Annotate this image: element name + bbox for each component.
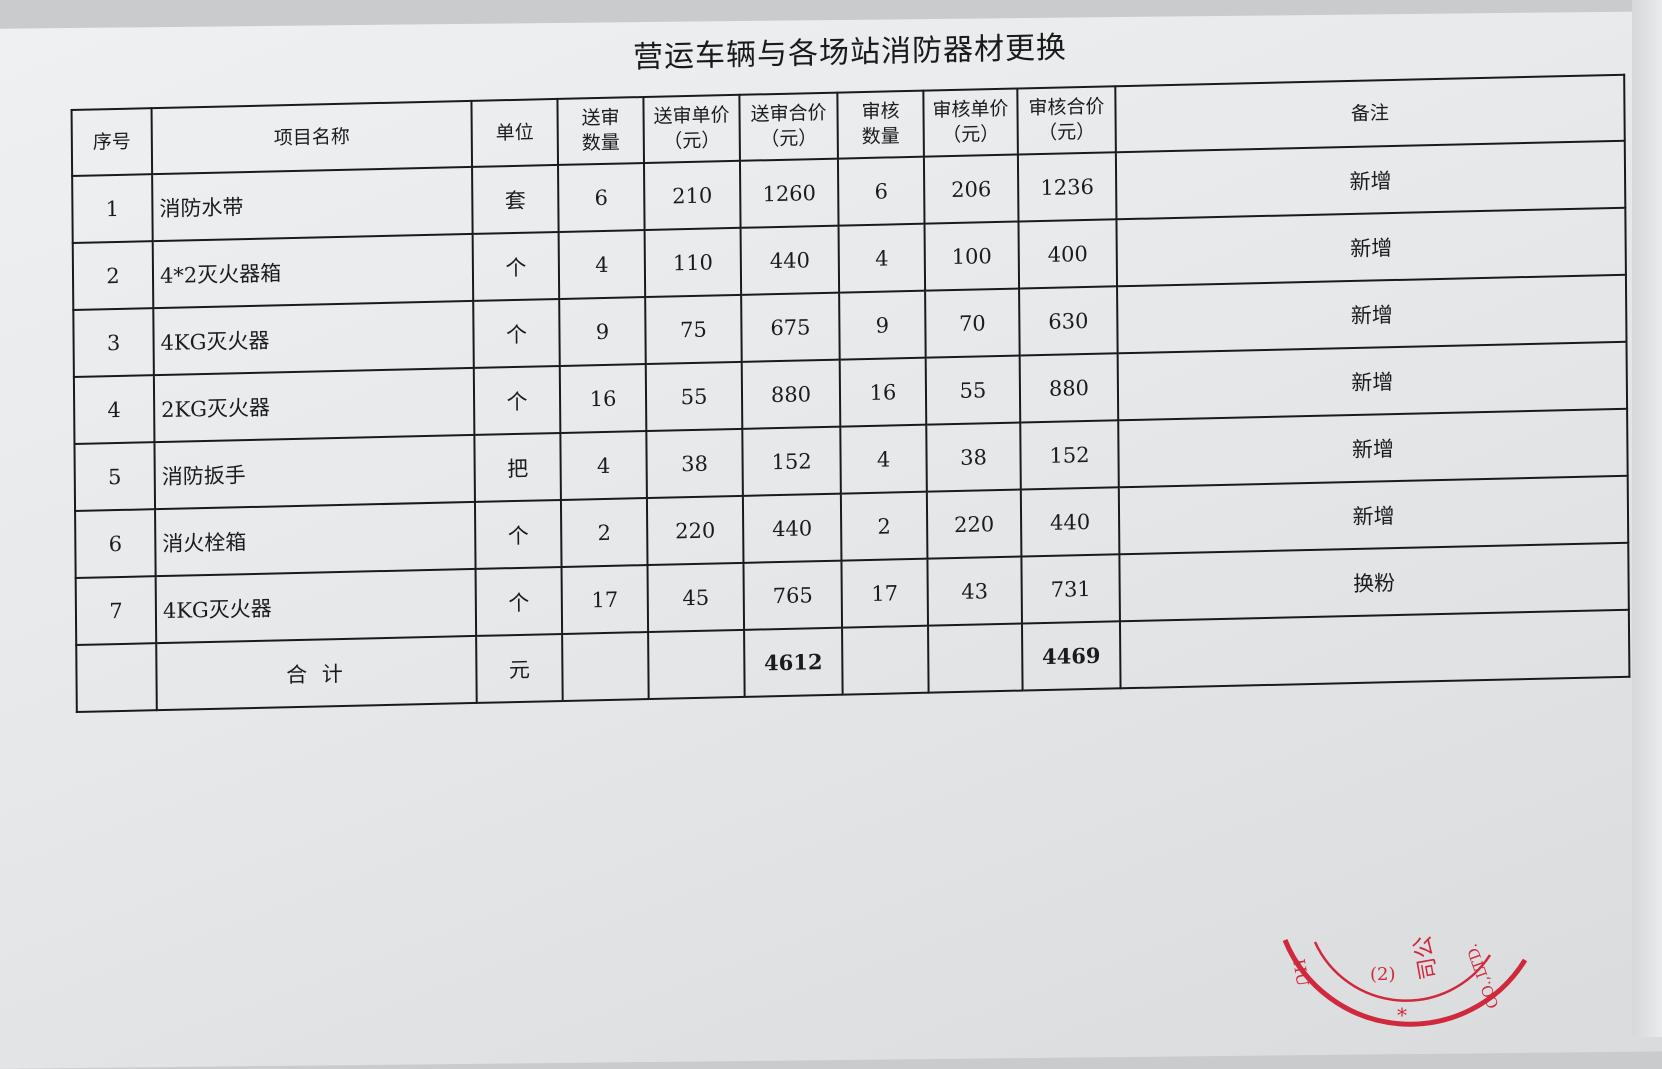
table-cell: 45	[647, 562, 745, 633]
seal-inner-ring	[1313, 941, 1492, 1002]
table-cell: 个	[473, 365, 561, 435]
table-cell: 9	[839, 290, 926, 360]
table-cell: 4KG灭火器	[153, 300, 474, 376]
table-cell: 70	[925, 288, 1020, 358]
column-header: 备注	[1115, 74, 1625, 153]
table-cell: 消防扳手	[154, 434, 475, 510]
table-cell: 152	[742, 426, 841, 496]
table-cell: 17	[841, 558, 929, 628]
table-cell: 1260	[739, 158, 839, 228]
document: 营运车辆与各场站消防器材更换 序号 项目名称 单位 送审 数量 送审单价 （元） 送审合价…	[70, 10, 1635, 713]
table-cell: 38	[926, 422, 1021, 492]
table-cell: 4*2灭火器箱	[152, 233, 474, 309]
table-cell: 个	[474, 499, 562, 569]
table-cell: 套	[472, 164, 559, 234]
table-cell: 55	[645, 361, 743, 432]
table-cell: 4	[558, 230, 646, 299]
column-header: 送审 数量	[557, 97, 644, 165]
sheet-edge	[1632, 0, 1662, 1037]
table-cell: 消防水带	[152, 166, 473, 242]
seal-outer-ring	[1282, 939, 1528, 1027]
table-cell: 220	[646, 495, 744, 566]
table-cell: 新增	[1116, 207, 1626, 287]
column-header: 审核单价 （元）	[923, 88, 1018, 157]
column-header: 审核合价 （元）	[1017, 86, 1116, 155]
table-cell: 新增	[1118, 475, 1629, 555]
table-cell: 新增	[1115, 140, 1626, 220]
total-unit: 元	[476, 633, 563, 703]
table-cell: 731	[1021, 554, 1120, 624]
table-cell: 440	[742, 493, 842, 563]
table-cell: 4KG灭火器	[155, 568, 477, 644]
seal-text-right: CO.,LTD.	[1463, 941, 1503, 1011]
table-cell: 55	[925, 355, 1021, 425]
table-cell: 6	[837, 156, 925, 226]
table-cell: 个	[475, 566, 563, 636]
company-seal-stamp: HU (2) 司公 CO.,LTD. *	[1282, 934, 1528, 1027]
table-cell: 把	[474, 432, 561, 502]
table-cell: 2	[560, 498, 648, 567]
table-cell: 1	[72, 174, 153, 243]
table-cell: 新增	[1117, 341, 1628, 421]
table-cell: 440	[1020, 487, 1120, 557]
table-cell: 100	[924, 221, 1020, 291]
table-cell: 3	[73, 308, 154, 377]
table-cell: 2	[72, 241, 154, 310]
table-cell: 2	[840, 491, 928, 561]
table-cell: 16	[559, 364, 647, 433]
table-cell: 6	[75, 509, 156, 579]
column-header: 项目名称	[151, 100, 473, 175]
table-cell: 4	[838, 223, 926, 293]
table-cell: 110	[644, 227, 742, 298]
seal-text-left: HU	[1289, 957, 1312, 987]
table-cell: 1236	[1017, 152, 1117, 222]
table-cell: 新增	[1118, 408, 1628, 488]
table-cell: 400	[1018, 219, 1118, 289]
table-cell: 152	[1020, 420, 1119, 490]
audited-total: 4469	[1021, 621, 1121, 691]
column-header: 送审单价 （元）	[643, 94, 740, 164]
table-cell: 个	[472, 231, 560, 301]
table-cell: 新增	[1117, 274, 1627, 354]
table-cell: 4	[73, 375, 155, 445]
table-cell: 7	[75, 576, 157, 646]
table-cell: 16	[839, 357, 927, 427]
table-cell: 75	[645, 294, 742, 365]
table-cell: 630	[1019, 286, 1118, 356]
table-cell: 个	[473, 298, 560, 368]
table-cell: 换粉	[1119, 542, 1629, 622]
table-cell: 206	[923, 154, 1019, 224]
table-cell: 38	[646, 428, 743, 499]
table-cell: 2KG灭火器	[153, 367, 475, 443]
table-cell: 消火栓箱	[155, 501, 476, 577]
table-cell: 440	[740, 225, 840, 295]
column-header: 序号	[71, 108, 153, 176]
table-cell: 4	[840, 424, 927, 494]
table-cell: 9	[559, 297, 646, 366]
column-header: 审核 数量	[837, 90, 924, 159]
column-header: 送审合价 （元）	[739, 92, 838, 161]
table-cell: 17	[561, 565, 649, 634]
column-header: 单位	[471, 98, 559, 167]
table-cell: 220	[926, 489, 1022, 559]
total-label: 合 计	[156, 635, 477, 711]
table-cell: 4	[560, 431, 647, 500]
table-cell: 210	[643, 160, 741, 231]
table-cell: 43	[927, 556, 1022, 626]
seal-text-mid: 司公	[1410, 934, 1442, 982]
table-cell: 765	[743, 560, 843, 630]
seal-number: (2)	[1370, 964, 1396, 985]
table-cell: 880	[1019, 353, 1119, 423]
seal-star: *	[1397, 1003, 1407, 1027]
table-cell: 880	[741, 359, 841, 429]
table-cell: 5	[74, 442, 156, 512]
table-cell: 6	[558, 163, 645, 232]
table-cell: 675	[741, 292, 840, 362]
submitted-total: 4612	[744, 627, 843, 697]
equipment-table: 序号 项目名称 单位 送审 数量 送审单价 （元） 送审合价 （元） 审核 数量 审核单价 （…	[71, 74, 1631, 713]
